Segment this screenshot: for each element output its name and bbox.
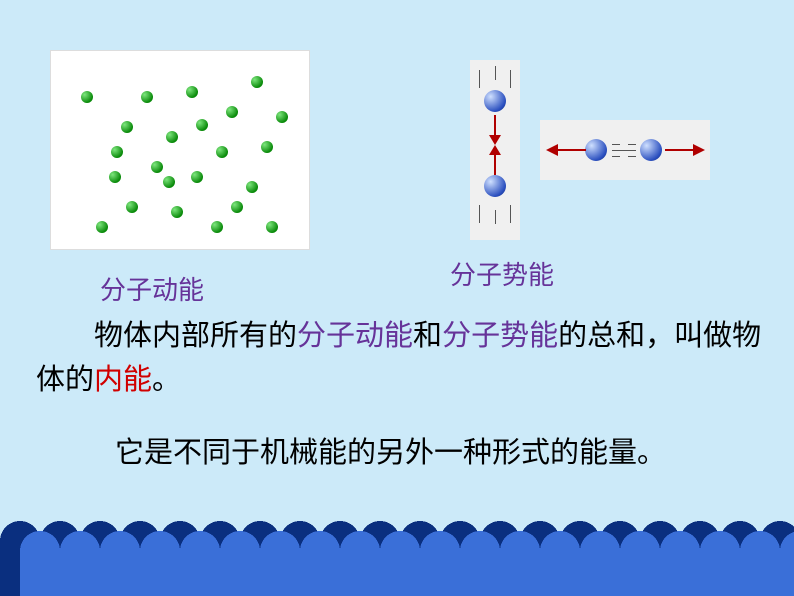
text-segment: 和 [413,320,442,352]
potential-energy-figure [470,50,710,250]
molecule-dot-icon [216,146,228,158]
molecule-dot-icon [109,171,121,183]
horizontal-molecule-box [540,120,710,180]
molecule-dot-icon [81,91,93,103]
molecule-dot-icon [163,176,175,188]
figures-row [0,0,794,250]
kinetic-energy-figure [50,50,310,250]
molecule-dot-icon [126,201,138,213]
molecule-ball-icon [585,139,607,161]
molecule-dot-icon [166,131,178,143]
molecule-dot-icon [111,146,123,158]
molecule-dot-icon [211,221,223,233]
kinetic-energy-label: 分子动能 [100,270,204,307]
text-segment: 。 [152,364,181,396]
molecule-dot-icon [96,221,108,233]
molecule-dot-icon [121,121,133,133]
molecule-dot-icon [276,111,288,123]
molecule-dot-icon [251,76,263,88]
arrow-left-icon [546,140,586,160]
arrow-right-icon [665,140,705,160]
molecule-dot-icon [186,86,198,98]
text-indent [36,320,94,352]
arrow-down-icon [485,115,505,145]
text-segment: 它是不同于机械能的另外一种形式的能量。 [115,437,666,469]
molecule-ball-icon [484,90,506,112]
molecule-dot-icon [231,201,243,213]
molecule-dot-icon [171,206,183,218]
text-potential-energy: 分子势能 [442,320,558,352]
text-indent [86,437,115,469]
footer-decoration [0,541,794,596]
molecule-dot-icon [141,91,153,103]
molecule-dot-icon [266,221,278,233]
text-internal-energy: 内能 [94,364,152,396]
text-kinetic-energy: 分子动能 [297,320,413,352]
molecule-dot-icon [246,181,258,193]
molecule-ball-icon [640,139,662,161]
text-segment: 物体内部所有的 [94,320,297,352]
molecule-dot-icon [226,106,238,118]
molecule-dot-icon [261,141,273,153]
arrow-up-icon [485,145,505,175]
description-paragraph: 它是不同于机械能的另外一种形式的能量。 [86,430,774,476]
definition-paragraph: 物体内部所有的分子动能和分子势能的总和，叫做物体的内能。 [36,315,764,402]
molecule-ball-icon [484,175,506,197]
molecule-dot-icon [151,161,163,173]
molecule-dot-icon [196,119,208,131]
scallop-light-layer [20,551,794,596]
molecule-dot-icon [191,171,203,183]
potential-energy-label: 分子势能 [450,255,554,292]
vertical-molecule-box [470,60,520,240]
